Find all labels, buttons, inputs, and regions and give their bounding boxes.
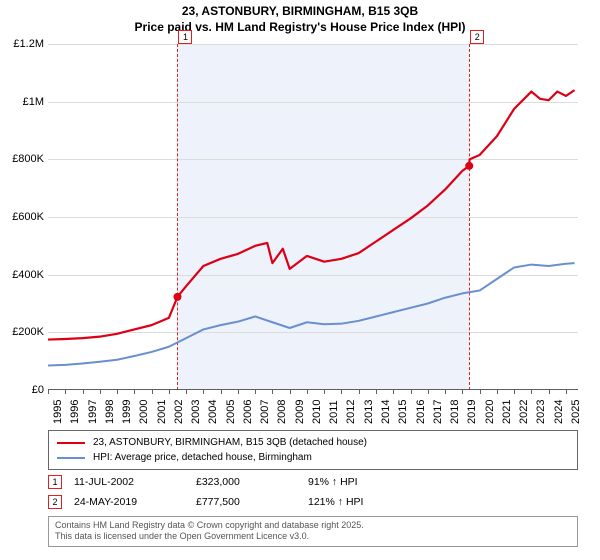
legend-item-1: 23, ASTONBURY, BIRMINGHAM, B15 3QB (deta…: [57, 435, 569, 450]
transaction-row-1: 1 11-JUL-2002 £323,000 91% ↑ HPI: [48, 472, 578, 492]
x-axis-label: 2015: [397, 400, 409, 424]
tx-marker-1: 1: [48, 475, 62, 489]
x-axis-label: 2013: [363, 400, 375, 424]
x-axis-label: 1999: [121, 400, 133, 424]
x-axis-label: 1998: [104, 400, 116, 424]
x-axis-label: 2003: [190, 400, 202, 424]
tx-date-2: 24-MAY-2019: [74, 496, 184, 508]
x-axis-label: 2019: [466, 400, 478, 424]
tx-marker-2: 2: [48, 495, 62, 509]
x-axis-label: 2018: [449, 400, 461, 424]
sale-point-2: [465, 162, 473, 170]
x-axis-label: 2016: [415, 400, 427, 424]
tx-delta-1: 91% ↑ HPI: [308, 476, 428, 488]
footnote: Contains HM Land Registry data © Crown c…: [48, 516, 578, 547]
x-axis-label: 1997: [87, 400, 99, 424]
x-axis-label: 2023: [535, 400, 547, 424]
x-axis-label: 2004: [207, 400, 219, 424]
x-axis-label: 2002: [173, 400, 185, 424]
chart-title-block: 23, ASTONBURY, BIRMINGHAM, B15 3QB Price…: [0, 0, 600, 35]
title-line-2: Price paid vs. HM Land Registry's House …: [0, 20, 600, 36]
x-axis-label: 2020: [484, 400, 496, 424]
x-axis-label: 2005: [225, 400, 237, 424]
y-axis-label: £1.2M: [0, 38, 44, 50]
price-paid-line: [48, 90, 575, 339]
x-axis-label: 2009: [294, 400, 306, 424]
title-line-1: 23, ASTONBURY, BIRMINGHAM, B15 3QB: [0, 4, 600, 20]
marker-badge-1: 1: [178, 30, 192, 44]
x-axis-label: 2022: [518, 400, 530, 424]
y-axis-label: £600K: [0, 211, 44, 223]
legend-swatch-2: [57, 457, 85, 459]
line-chart-svg: [48, 44, 578, 390]
x-axis-label: 2021: [501, 400, 513, 424]
y-axis-label: £200K: [0, 326, 44, 338]
transaction-row-2: 2 24-MAY-2019 £777,500 121% ↑ HPI: [48, 492, 578, 512]
x-axis-label: 2011: [328, 400, 340, 424]
marker-badge-2: 2: [470, 30, 484, 44]
legend: 23, ASTONBURY, BIRMINGHAM, B15 3QB (deta…: [48, 430, 578, 470]
x-axis-label: 2008: [276, 400, 288, 424]
transactions-table: 1 11-JUL-2002 £323,000 91% ↑ HPI 2 24-MA…: [48, 472, 578, 512]
hpi-line: [48, 263, 575, 365]
tx-price-2: £777,500: [196, 496, 296, 508]
x-axis-line: [48, 389, 578, 390]
x-axis-label: 2012: [345, 400, 357, 424]
x-axis-label: 2001: [156, 400, 168, 424]
footnote-line-1: Contains HM Land Registry data © Crown c…: [55, 520, 571, 531]
footnote-line-2: This data is licensed under the Open Gov…: [55, 531, 571, 542]
y-axis-label: £1M: [0, 96, 44, 108]
x-axis-label: 2006: [242, 400, 254, 424]
x-axis-label: 1995: [52, 400, 64, 424]
legend-label-1: 23, ASTONBURY, BIRMINGHAM, B15 3QB (deta…: [93, 435, 367, 450]
x-axis-label: 2024: [553, 400, 565, 424]
x-axis-label: 1996: [69, 400, 81, 424]
y-axis-label: £400K: [0, 269, 44, 281]
legend-label-2: HPI: Average price, detached house, Birm…: [93, 450, 312, 465]
legend-item-2: HPI: Average price, detached house, Birm…: [57, 450, 569, 465]
legend-swatch-1: [57, 442, 85, 444]
x-axis-label: 2000: [138, 400, 150, 424]
tx-price-1: £323,000: [196, 476, 296, 488]
x-axis-label: 2025: [570, 400, 582, 424]
x-axis-label: 2014: [380, 400, 392, 424]
chart-plot-area: 1 2: [48, 44, 578, 390]
y-axis-label: £0: [0, 384, 44, 396]
x-axis-label: 2010: [311, 400, 323, 424]
x-axis-label: 2007: [259, 400, 271, 424]
sale-point-1: [173, 293, 181, 301]
x-axis-label: 2017: [432, 400, 444, 424]
tx-delta-2: 121% ↑ HPI: [308, 496, 428, 508]
tx-date-1: 11-JUL-2002: [74, 476, 184, 488]
y-axis-label: £800K: [0, 153, 44, 165]
